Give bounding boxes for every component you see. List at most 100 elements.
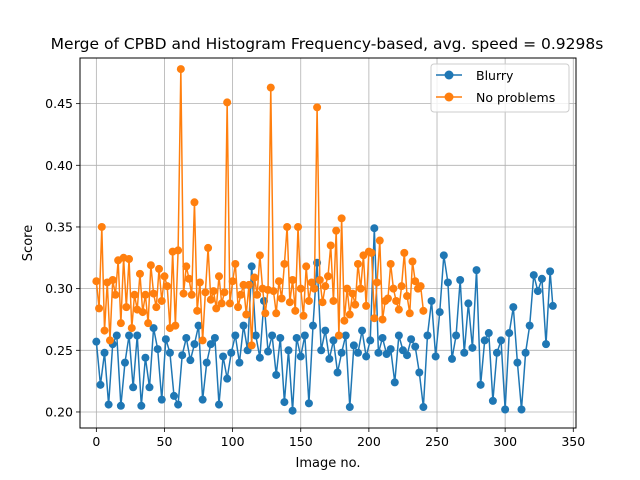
data-point-blurry — [443, 278, 452, 287]
data-point-no-problems — [310, 284, 319, 293]
y-tick-label: 0.45 — [45, 96, 73, 111]
data-point-no-problems — [261, 309, 270, 318]
data-point-blurry — [497, 336, 506, 345]
data-point-blurry — [251, 331, 260, 340]
data-point-blurry — [394, 331, 403, 340]
data-point-blurry — [407, 335, 416, 344]
data-point-no-problems — [105, 336, 114, 345]
data-point-blurry — [464, 299, 473, 308]
data-point-no-problems — [288, 276, 297, 284]
data-point-blurry — [435, 308, 444, 317]
data-point-no-problems — [193, 306, 202, 315]
data-point-no-problems — [269, 287, 278, 296]
data-point-blurry — [292, 333, 301, 342]
data-point-blurry — [456, 276, 465, 284]
data-point-no-problems — [157, 296, 166, 305]
series-blurry — [92, 224, 557, 415]
data-point-blurry — [390, 378, 399, 387]
data-point-no-problems — [378, 315, 387, 324]
data-point-no-problems — [277, 294, 286, 303]
data-point-no-problems — [174, 246, 183, 255]
data-point-blurry — [264, 347, 273, 356]
data-point-no-problems — [403, 292, 412, 301]
data-point-no-problems — [400, 248, 409, 257]
data-point-no-problems — [236, 290, 245, 299]
data-point-no-problems — [187, 290, 196, 299]
data-point-blurry — [415, 368, 424, 377]
data-point-no-problems — [228, 277, 237, 286]
legend-label-blurry: Blurry — [476, 68, 514, 83]
data-point-no-problems — [255, 251, 264, 260]
data-point-no-problems — [179, 289, 188, 298]
y-tick-label: 0.35 — [45, 219, 73, 234]
data-point-blurry — [468, 343, 477, 352]
data-point-blurry — [427, 296, 436, 305]
data-point-no-problems — [334, 331, 343, 340]
data-point-no-problems — [127, 324, 136, 333]
data-point-no-problems — [411, 277, 420, 286]
data-point-no-problems — [95, 304, 104, 313]
legend-box — [430, 63, 570, 113]
data-point-blurry — [378, 333, 387, 342]
x-tick-label: 300 — [493, 434, 517, 449]
data-point-no-problems — [326, 241, 335, 250]
data-point-no-problems — [285, 298, 294, 307]
data-point-no-problems — [274, 277, 283, 286]
data-point-no-problems — [348, 289, 357, 298]
data-point-blurry — [492, 348, 501, 357]
data-point-no-problems — [92, 277, 101, 286]
data-point-no-problems — [185, 274, 194, 283]
data-point-no-problems — [315, 276, 324, 284]
data-point-blurry — [309, 321, 318, 330]
data-point-no-problems — [190, 198, 199, 207]
data-point-no-problems — [116, 319, 125, 328]
data-point-blurry — [182, 333, 191, 342]
data-point-no-problems — [405, 309, 414, 318]
data-point-blurry — [476, 380, 485, 389]
data-point-no-problems — [111, 290, 120, 299]
data-point-no-problems — [392, 296, 401, 305]
data-point-blurry — [268, 331, 277, 340]
y-tick-label: 0.30 — [45, 281, 73, 296]
data-point-no-problems — [231, 259, 240, 268]
data-point-blurry — [460, 348, 469, 357]
data-point-blurry — [92, 337, 101, 346]
data-point-blurry — [304, 399, 313, 408]
data-point-blurry — [341, 331, 350, 340]
data-point-blurry — [505, 329, 514, 338]
data-point-no-problems — [280, 259, 289, 268]
data-point-no-problems — [291, 306, 300, 315]
data-point-no-problems — [206, 295, 215, 304]
data-point-blurry — [546, 267, 555, 276]
data-point-no-problems — [217, 299, 226, 308]
data-point-no-problems — [307, 278, 316, 287]
chart-title: Merge of CPBD and Histogram Frequency-ba… — [51, 35, 604, 53]
data-point-no-problems — [351, 300, 360, 309]
data-point-no-problems — [370, 314, 379, 323]
data-point-no-problems — [296, 284, 305, 293]
data-point-no-problems — [171, 321, 180, 330]
data-point-blurry — [165, 348, 174, 357]
data-point-no-problems — [302, 262, 311, 271]
legend-label-no-problems: No problems — [476, 90, 555, 105]
data-point-blurry — [100, 348, 109, 357]
data-point-blurry — [255, 353, 264, 362]
y-tick-label: 0.40 — [45, 158, 73, 173]
data-point-blurry — [206, 340, 215, 349]
data-point-blurry — [419, 403, 428, 412]
data-point-blurry — [96, 380, 105, 389]
data-point-no-problems — [198, 336, 207, 345]
data-point-blurry — [321, 326, 330, 335]
data-point-no-problems — [266, 83, 275, 92]
data-point-no-problems — [408, 257, 417, 266]
data-point-blurry — [353, 348, 362, 357]
x-tick-label: 50 — [157, 434, 173, 449]
data-point-blurry — [125, 331, 134, 340]
data-point-no-problems — [397, 282, 406, 291]
data-point-blurry — [488, 396, 497, 405]
data-point-blurry — [284, 346, 293, 355]
data-point-blurry — [227, 348, 236, 357]
data-point-no-problems — [313, 103, 322, 112]
data-point-blurry — [513, 358, 522, 367]
